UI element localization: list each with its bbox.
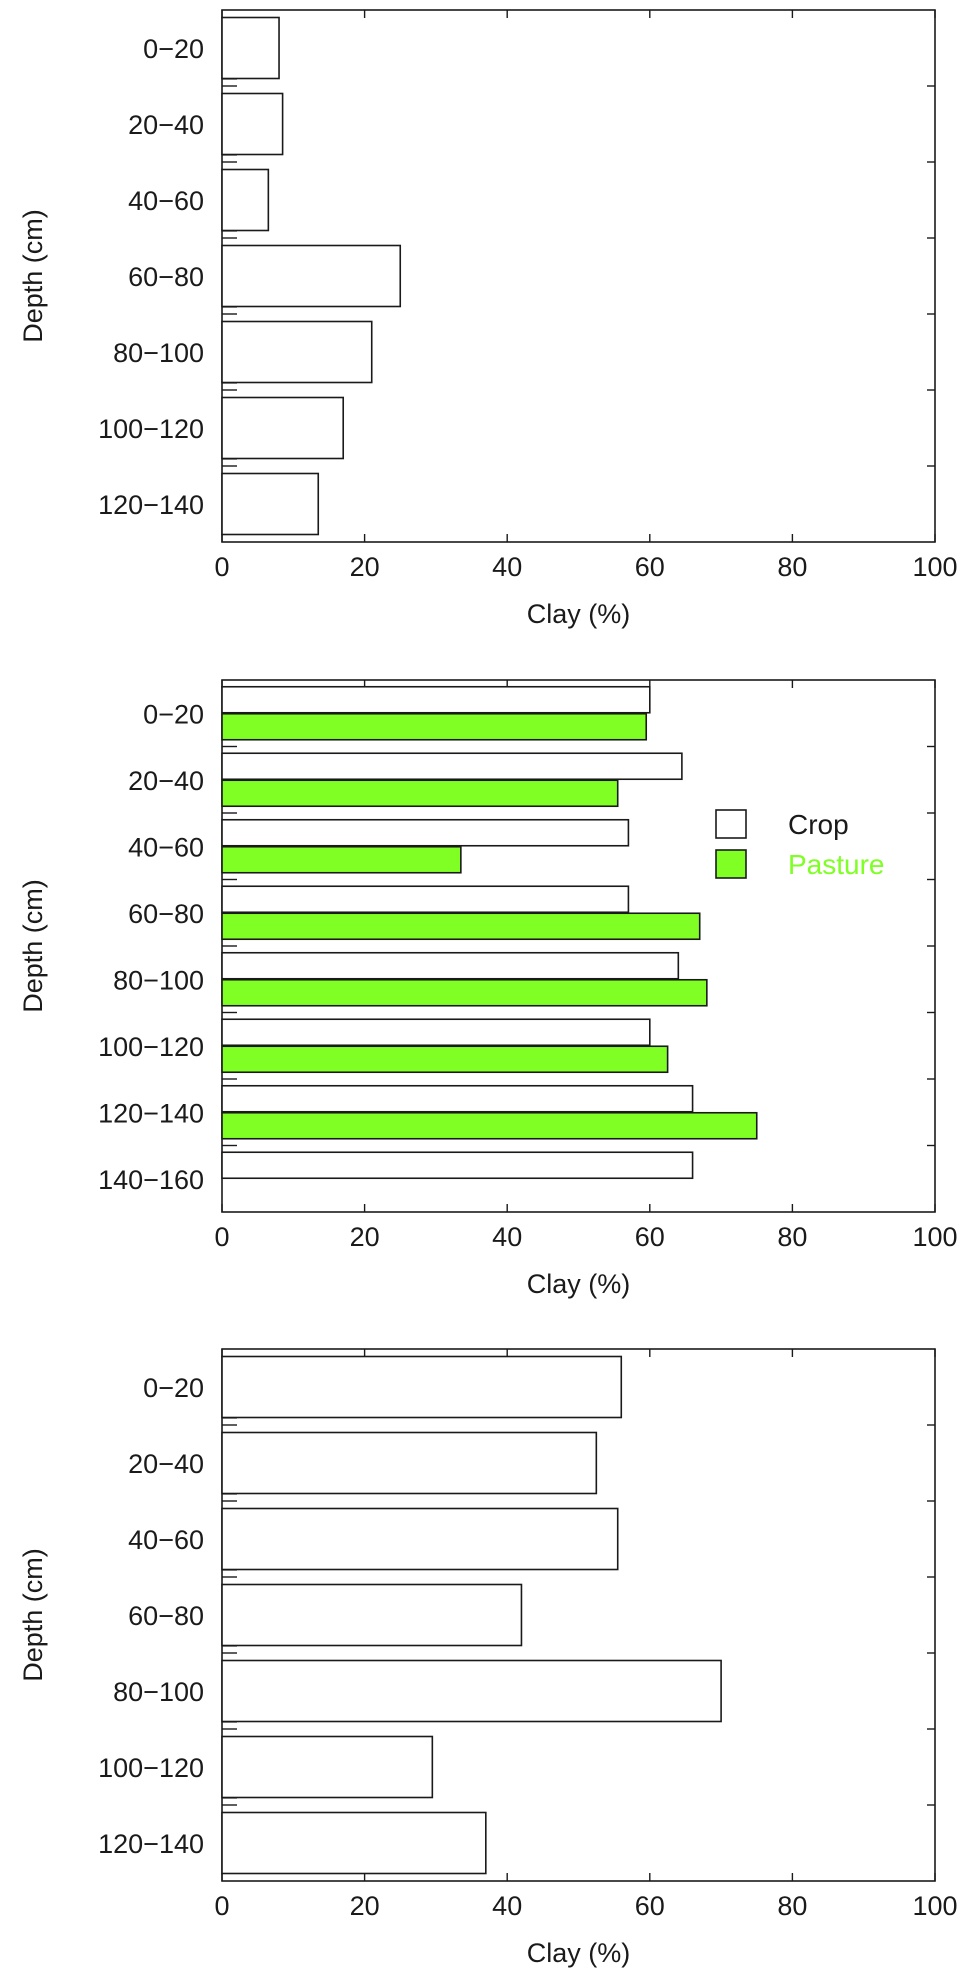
bar	[221, 1431, 598, 1495]
y-category-label: 60−80	[128, 899, 204, 929]
bar	[221, 168, 270, 232]
bar-1	[221, 978, 708, 1007]
y-axis-title: Depth (cm)	[18, 1548, 48, 1682]
y-category-label: 40−60	[128, 832, 204, 862]
x-tick-label: 60	[635, 1222, 665, 1252]
x-axis-title: Clay (%)	[527, 599, 631, 629]
y-category-label: 0−20	[143, 34, 204, 64]
chart-panel-3: 0 20 40 60 80 100 0−20 20−40 40−60 60−80 80−100 100…	[18, 1348, 958, 1968]
x-tick-label: 80	[777, 1891, 807, 1921]
x-tick-label: 20	[350, 1891, 380, 1921]
bar-0	[221, 818, 630, 847]
bar-0	[221, 885, 630, 914]
bar	[221, 1583, 523, 1647]
x-tick-label: 60	[635, 1891, 665, 1921]
x-tick-label: 100	[912, 1222, 957, 1252]
bar	[221, 1355, 623, 1419]
y-axis-title: Depth (cm)	[18, 879, 48, 1013]
x-tick-label: 0	[214, 1891, 229, 1921]
chart-panel-2: 0 20 40 60 80 100 0−20 20−40 40−60 60−80 80−100 100…	[18, 679, 958, 1299]
y-category-label: 100−120	[98, 414, 204, 444]
bar-1	[221, 712, 648, 741]
x-tick-label: 20	[350, 552, 380, 582]
bar-1	[221, 1111, 758, 1140]
x-tick-label: 0	[214, 1222, 229, 1252]
chart-panel-1: 0 20 40 60 80 100 0−20 20−40 40−60 60−80 80−100 100…	[18, 9, 958, 629]
bar-0	[221, 1084, 694, 1113]
y-category-label: 80−100	[113, 1677, 204, 1707]
bar	[221, 1659, 722, 1723]
x-tick-label: 40	[492, 552, 522, 582]
bar-1	[221, 1045, 669, 1074]
y-category-label: 140−160	[98, 1165, 204, 1195]
bar-1	[221, 912, 701, 941]
x-tick-label: 40	[492, 1891, 522, 1921]
y-category-label: 0−20	[143, 699, 204, 729]
y-category-label: 60−80	[128, 262, 204, 292]
y-category-label: 40−60	[128, 1525, 204, 1555]
bar-1	[221, 779, 619, 808]
x-tick-label: 40	[492, 1222, 522, 1252]
bar	[221, 16, 280, 80]
y-category-label: 20−40	[128, 110, 204, 140]
bar-1	[221, 845, 462, 874]
x-axis-title: Clay (%)	[527, 1938, 631, 1968]
x-tick-label: 80	[777, 552, 807, 582]
x-tick-label: 0	[214, 552, 229, 582]
bar	[221, 396, 345, 460]
x-tick-label: 80	[777, 1222, 807, 1252]
bar-0	[221, 1151, 694, 1180]
y-category-label: 120−140	[98, 1098, 204, 1128]
legend-label: Pasture	[788, 849, 885, 880]
bar	[221, 472, 320, 536]
x-tick-label: 100	[912, 552, 957, 582]
x-tick-label: 100	[912, 1891, 957, 1921]
legend-swatch	[715, 849, 747, 879]
y-category-label: 20−40	[128, 766, 204, 796]
bar-0	[221, 1018, 651, 1047]
y-category-label: 60−80	[128, 1601, 204, 1631]
y-category-label: 120−140	[98, 1829, 204, 1859]
y-category-label: 100−120	[98, 1032, 204, 1062]
y-category-label: 80−100	[113, 965, 204, 995]
bar-0	[221, 752, 683, 781]
legend: Crop Pasture	[715, 809, 885, 880]
legend-label: Crop	[788, 809, 849, 840]
x-tick-label: 60	[635, 552, 665, 582]
bar	[221, 1507, 619, 1571]
bar	[221, 1811, 487, 1875]
bar	[221, 1735, 434, 1799]
bar	[221, 320, 373, 384]
bar	[221, 244, 402, 308]
legend-swatch	[715, 809, 747, 839]
y-category-label: 80−100	[113, 338, 204, 368]
bar-0	[221, 951, 680, 980]
bar-0	[221, 685, 651, 714]
y-category-label: 120−140	[98, 490, 204, 520]
y-category-label: 100−120	[98, 1753, 204, 1783]
y-axis-title: Depth (cm)	[18, 209, 48, 343]
y-category-label: 20−40	[128, 1449, 204, 1479]
y-category-label: 40−60	[128, 186, 204, 216]
x-axis-title: Clay (%)	[527, 1269, 631, 1299]
bar	[221, 92, 284, 156]
y-category-label: 0−20	[143, 1373, 204, 1403]
x-tick-label: 20	[350, 1222, 380, 1252]
